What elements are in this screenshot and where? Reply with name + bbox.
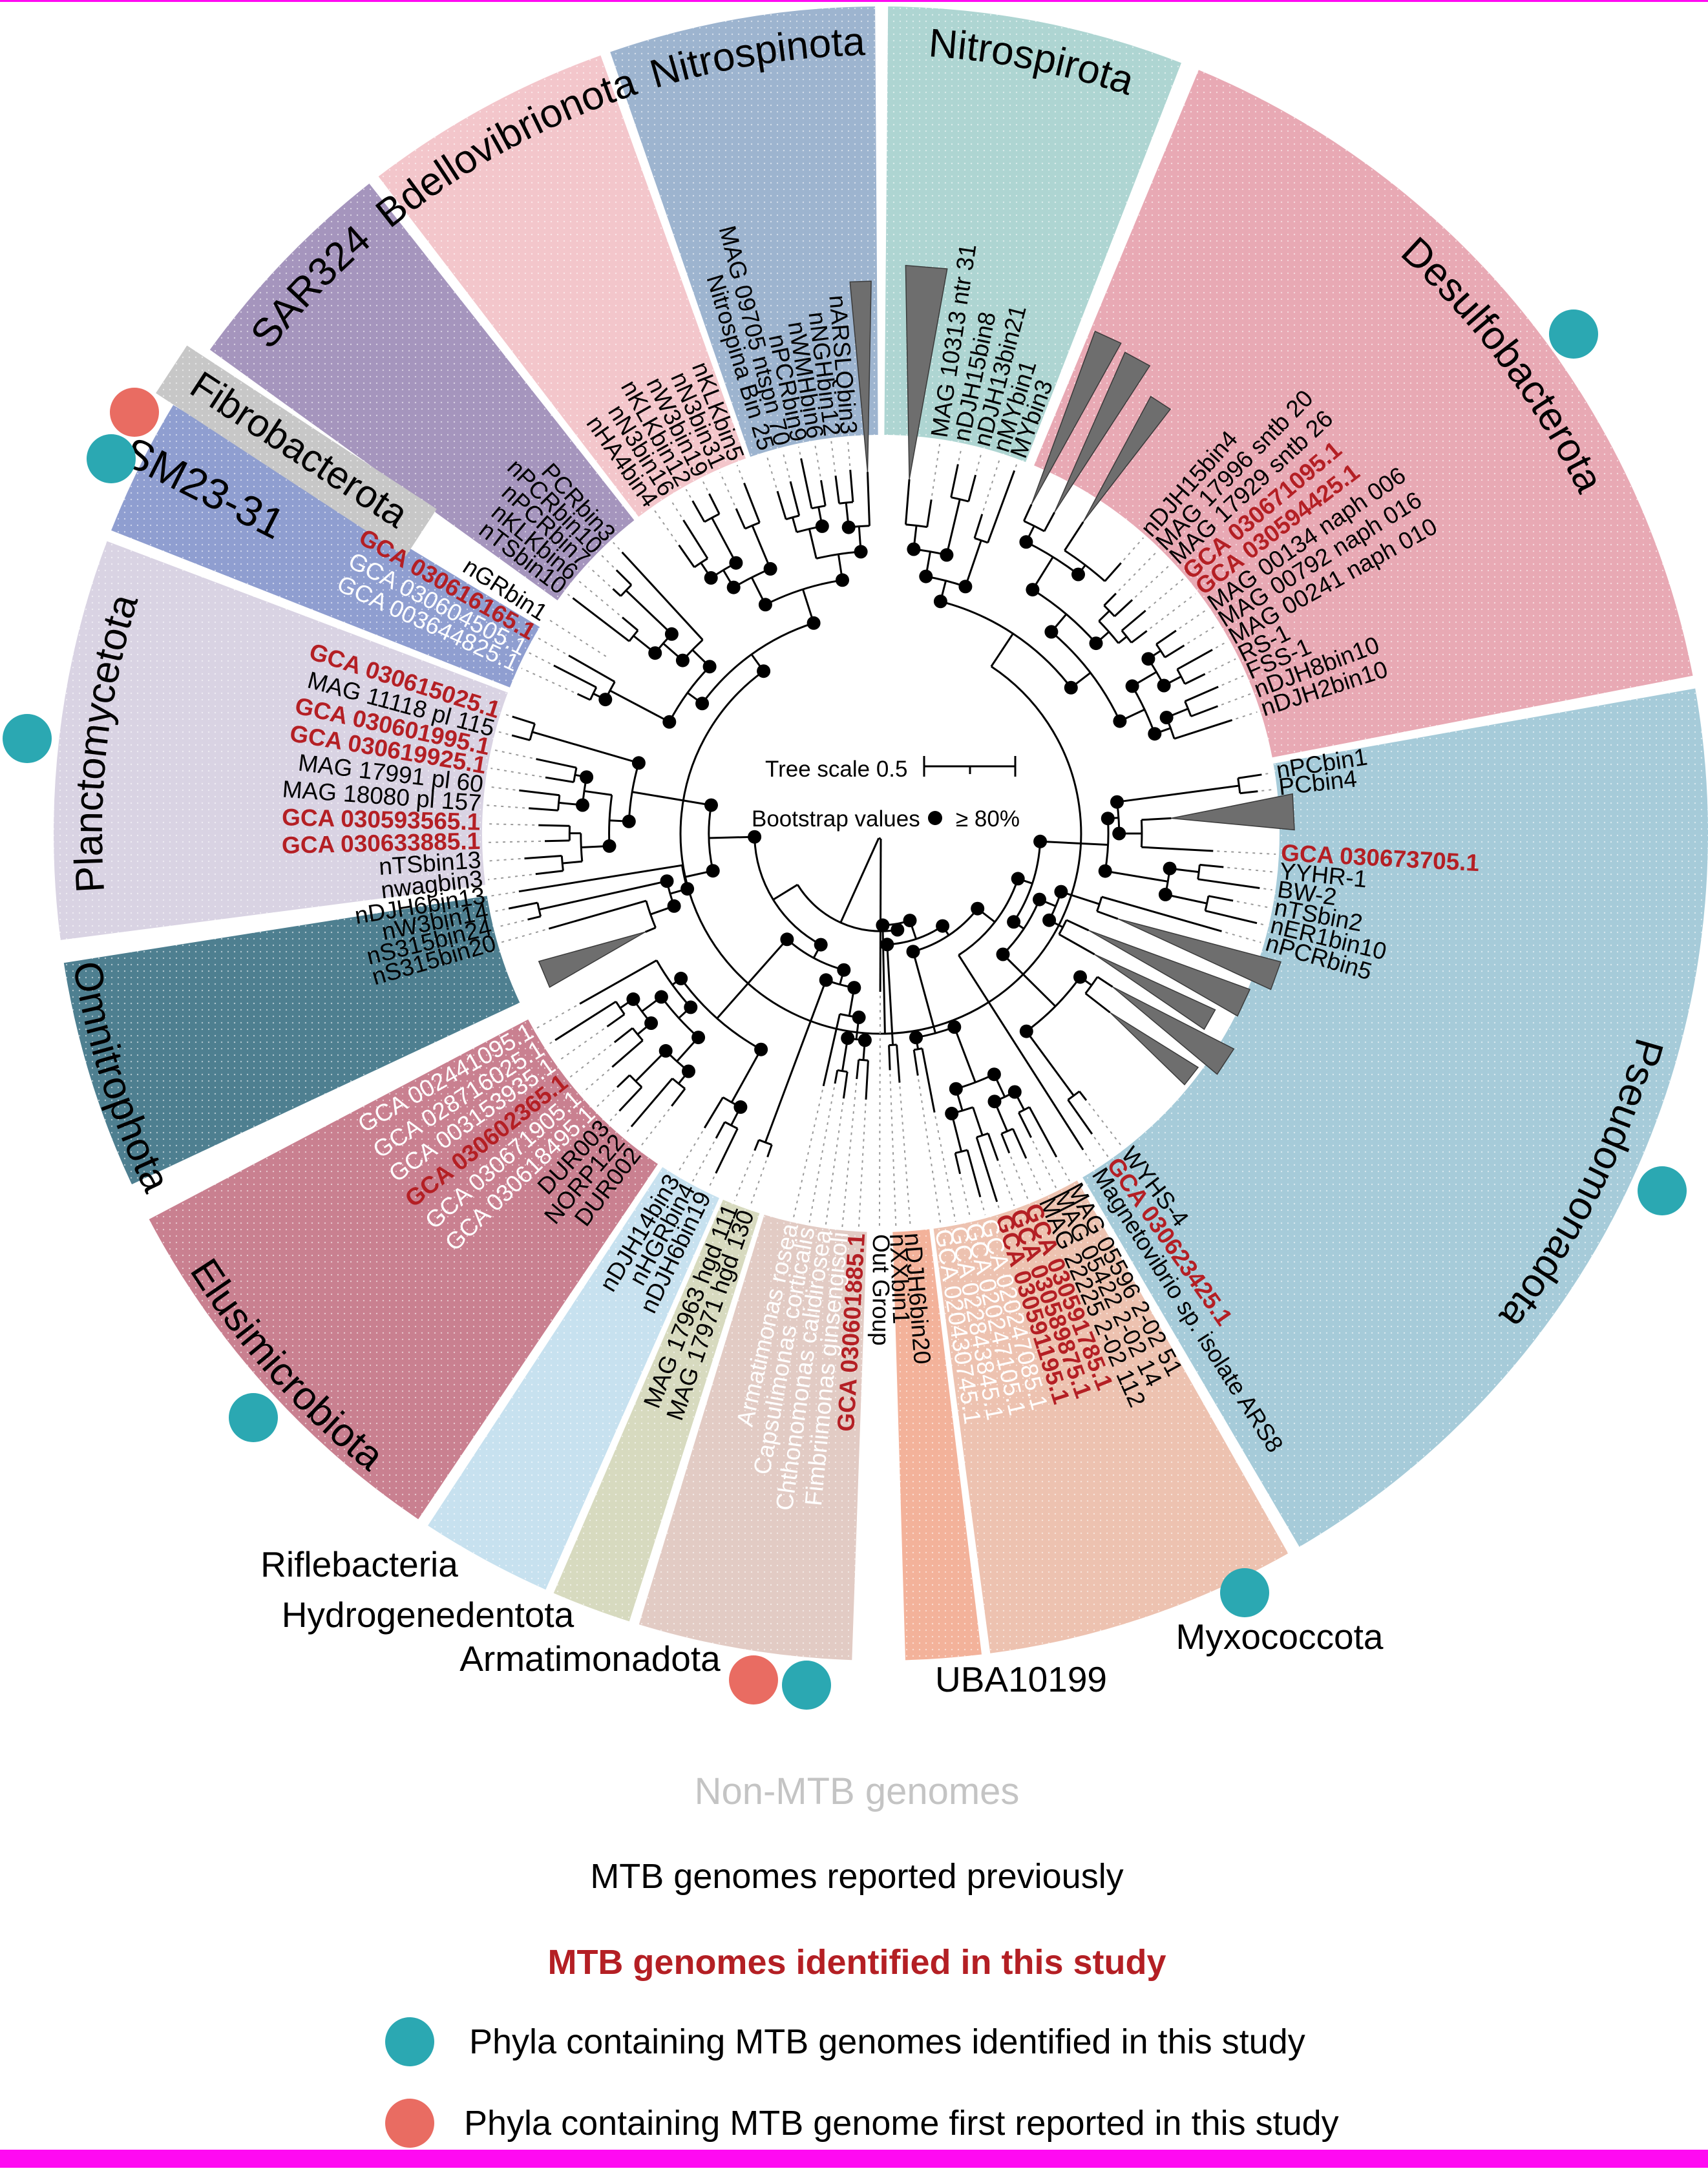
svg-text:MTB genomes reported previousl: MTB genomes reported previously (590, 1857, 1123, 1896)
svg-text:≥ 80%: ≥ 80% (956, 806, 1020, 832)
svg-text:Phyla containing MTB genome fi: Phyla containing MTB genome first report… (464, 2104, 1339, 2143)
svg-text:Hydrogenedentota: Hydrogenedentota (282, 1595, 575, 1635)
svg-text:Non-MTB genomes: Non-MTB genomes (695, 1770, 1020, 1812)
svg-text:GCA 030633885.1: GCA 030633885.1 (282, 828, 481, 859)
svg-text:Bootstrap values: Bootstrap values (752, 806, 920, 832)
svg-text:MTB genomes identified in this: MTB genomes identified in this study (547, 1943, 1166, 1982)
svg-text:UBA10199: UBA10199 (935, 1659, 1107, 1699)
svg-text:Armatimonadota: Armatimonadota (459, 1639, 721, 1679)
svg-text:Out Group: Out Group (867, 1234, 894, 1346)
svg-text:Tree scale 0.5: Tree scale 0.5 (765, 757, 907, 782)
svg-text:Riflebacteria: Riflebacteria (260, 1544, 458, 1584)
svg-text:Myxococcota: Myxococcota (1176, 1617, 1384, 1657)
svg-text:nXXbin1: nXXbin1 (885, 1233, 914, 1325)
svg-text:GCA 030593565.1: GCA 030593565.1 (282, 804, 481, 835)
svg-text:Phyla containing MTB genomes i: Phyla containing MTB genomes identified … (469, 2022, 1305, 2061)
